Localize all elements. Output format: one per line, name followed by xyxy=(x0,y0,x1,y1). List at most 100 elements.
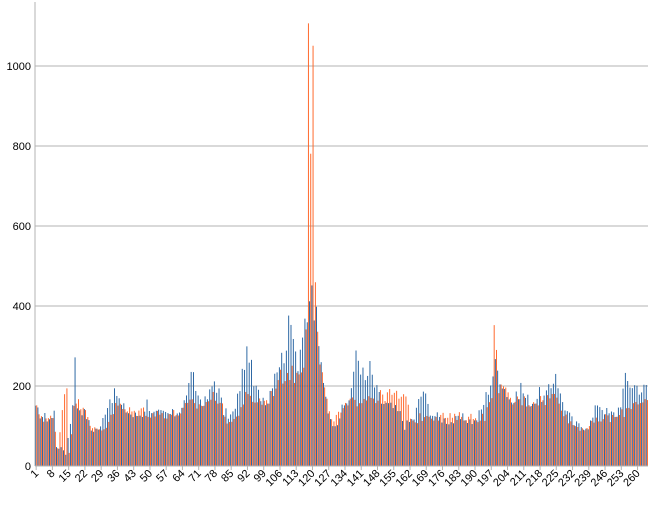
bar-series-2 xyxy=(417,423,419,466)
bar-series-2 xyxy=(87,417,89,466)
bar-series-2 xyxy=(463,420,465,466)
x-tick-label: 43 xyxy=(122,468,139,485)
bar-series-1 xyxy=(592,417,594,466)
bar-series-2 xyxy=(307,23,309,466)
bar-series-1 xyxy=(35,405,37,466)
bar-series-1 xyxy=(346,403,348,466)
bar-series-1 xyxy=(436,412,438,466)
bar-series-1 xyxy=(176,413,178,466)
bar-series-2 xyxy=(266,400,268,466)
bar-series-1 xyxy=(587,429,589,466)
bar-series-1 xyxy=(343,405,345,466)
bar-series-2 xyxy=(556,397,558,466)
bar-series-1 xyxy=(118,398,120,466)
bar-series-1 xyxy=(79,410,81,466)
bar-series-1 xyxy=(397,411,399,466)
bar-series-2 xyxy=(447,417,449,466)
bar-series-2 xyxy=(540,396,542,466)
bar-series-2 xyxy=(363,398,365,466)
bar-series-1 xyxy=(522,393,524,466)
bar-series-2 xyxy=(154,416,156,466)
bar-series-2 xyxy=(400,396,402,466)
bar-series-2 xyxy=(389,389,391,466)
bar-series-2 xyxy=(115,402,117,466)
bar-series-2 xyxy=(465,420,467,466)
bar-series-1 xyxy=(467,423,468,466)
bar-series-2 xyxy=(138,410,140,466)
bar-series-2 xyxy=(219,402,221,466)
bar-series-1 xyxy=(606,408,608,466)
bar-series-1 xyxy=(144,411,146,466)
bar-series-1 xyxy=(390,402,392,466)
x-tick-label: 8 xyxy=(45,468,58,481)
bar-series-1 xyxy=(545,390,547,466)
bar-series-1 xyxy=(42,417,44,466)
bar-series-2 xyxy=(122,409,124,466)
bar-series-1 xyxy=(385,402,387,466)
bar-series-2 xyxy=(533,402,535,466)
bar-series-1 xyxy=(230,414,232,466)
bar-series-1 xyxy=(604,414,605,466)
bar-series-1 xyxy=(485,392,487,466)
bar-series-1 xyxy=(378,392,380,466)
bar-series-2 xyxy=(50,415,52,466)
bar-series-1 xyxy=(202,406,204,466)
bar-series-2 xyxy=(287,372,288,466)
x-tick-label: 92 xyxy=(235,468,252,485)
bars xyxy=(35,23,648,467)
bar-series-1 xyxy=(332,426,334,466)
bar-series-2 xyxy=(335,414,337,466)
bar-series-1 xyxy=(441,422,443,466)
bar-series-1 xyxy=(497,370,499,466)
bar-series-1 xyxy=(53,410,55,466)
bar-series-2 xyxy=(614,417,616,466)
bar-series-2 xyxy=(347,405,349,466)
bar-series-1 xyxy=(49,419,50,466)
bar-series-1 xyxy=(525,397,526,466)
bar-series-2 xyxy=(391,394,393,466)
bar-series-2 xyxy=(191,399,193,466)
x-tick-label: 15 xyxy=(57,468,74,485)
bar-series-1 xyxy=(86,419,88,466)
bar-series-2 xyxy=(215,400,216,466)
bar-series-2 xyxy=(312,45,314,467)
bar-series-1 xyxy=(529,406,531,466)
bar-series-1 xyxy=(548,384,550,466)
bar-series-2 xyxy=(159,414,161,466)
bar-series-2 xyxy=(94,427,96,466)
bar-series-1 xyxy=(197,395,199,466)
x-tick-label: 71 xyxy=(187,468,204,485)
bar-series-1 xyxy=(278,367,280,466)
bar-series-1 xyxy=(634,385,636,466)
bar-series-2 xyxy=(414,422,416,466)
bar-series-1 xyxy=(72,405,74,466)
bar-series-2 xyxy=(238,415,240,466)
bar-series-2 xyxy=(314,282,316,466)
bar-series-1 xyxy=(636,385,638,466)
bar-series-1 xyxy=(274,373,276,466)
bar-series-1 xyxy=(81,415,83,466)
bar-series-1 xyxy=(641,392,643,466)
bar-series-2 xyxy=(157,410,158,466)
bar-series-1 xyxy=(97,429,99,466)
bar-series-2 xyxy=(242,404,244,466)
bar-series-2 xyxy=(419,413,421,466)
bar-series-1 xyxy=(165,411,167,466)
bar-series-2 xyxy=(470,413,472,466)
bar-series-2 xyxy=(507,392,509,466)
bar-series-1 xyxy=(473,420,475,466)
y-tick-label: 600 xyxy=(13,221,31,233)
bar-series-2 xyxy=(554,393,556,466)
bar-series-1 xyxy=(153,411,155,466)
bar-series-1 xyxy=(309,301,311,466)
bar-series-1 xyxy=(350,388,352,466)
bar-series-2 xyxy=(245,391,247,466)
bar-series-2 xyxy=(268,403,270,466)
bar-series-2 xyxy=(96,428,98,466)
bar-series-2 xyxy=(521,405,523,466)
bar-series-1 xyxy=(299,349,301,466)
bar-series-1 xyxy=(269,390,271,466)
bar-series-1 xyxy=(271,388,273,466)
bar-series-1 xyxy=(483,404,485,466)
bar-series-1 xyxy=(476,420,478,466)
